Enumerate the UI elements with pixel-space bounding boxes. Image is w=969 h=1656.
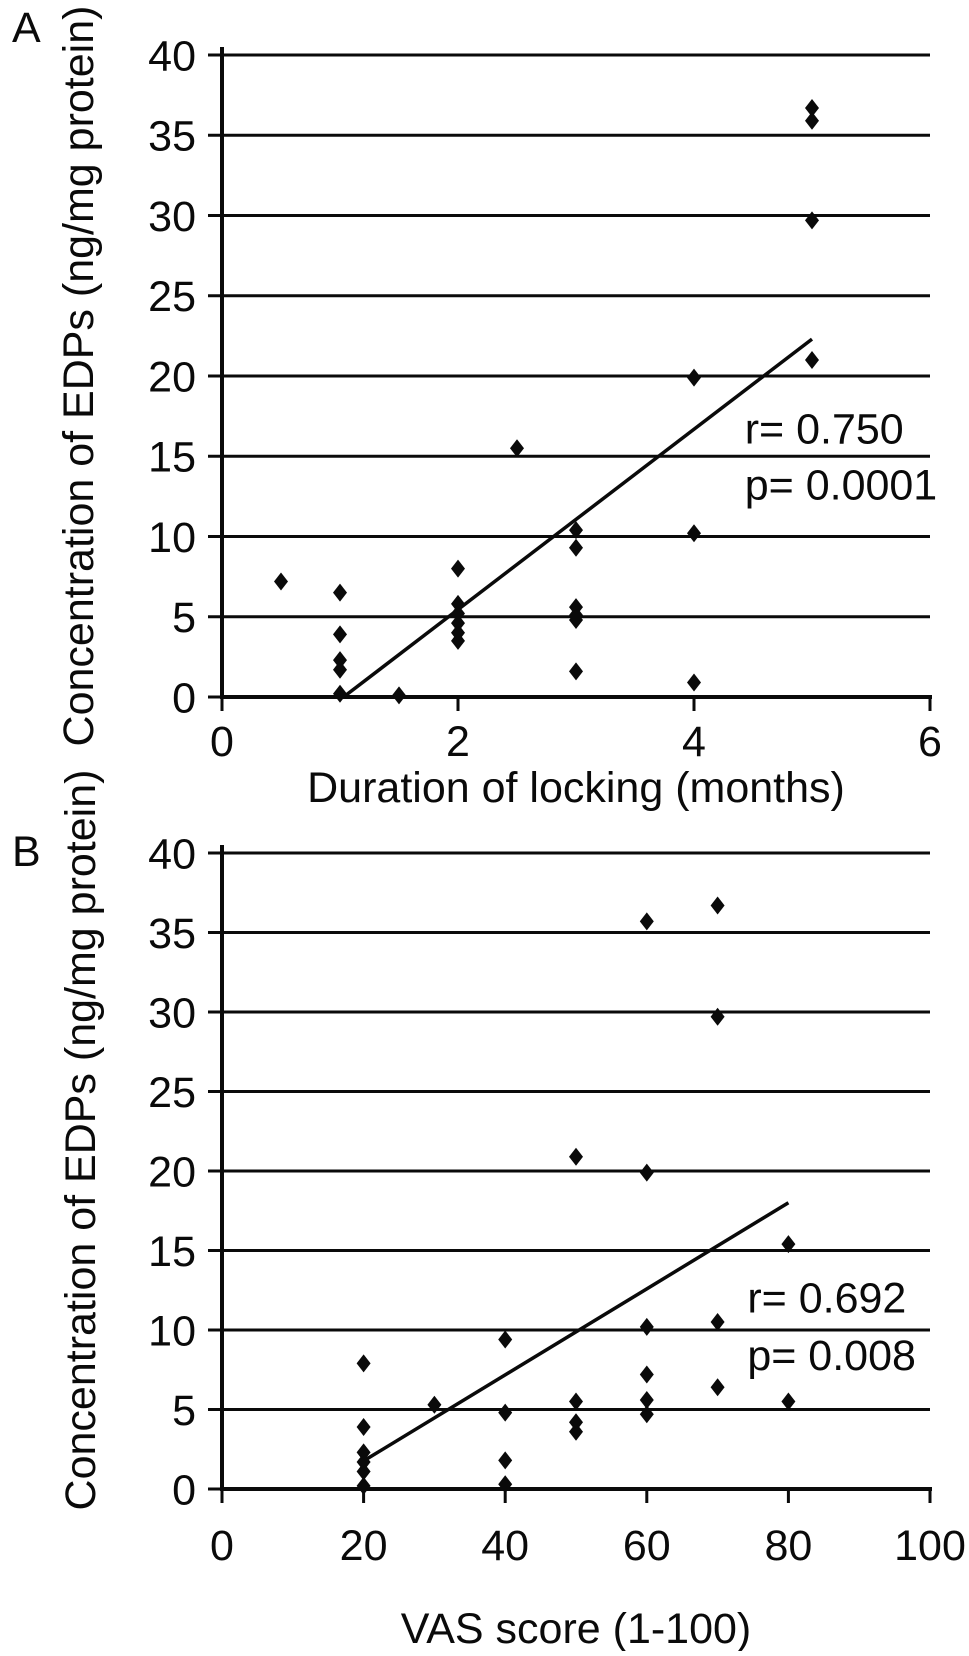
y-tick-label: 20 — [148, 353, 196, 401]
y-tick-label: 35 — [148, 113, 196, 161]
x-tick-label: 60 — [623, 1522, 671, 1570]
x-tick-label: 80 — [764, 1522, 812, 1570]
data-point-diamond — [274, 572, 288, 591]
p-value-annotation: p= 0.0001 — [745, 462, 938, 510]
y-tick-label: 5 — [172, 1387, 196, 1435]
data-point-diamond — [356, 1417, 371, 1436]
data-point-diamond — [805, 211, 819, 230]
x-tick-label: 0 — [210, 1522, 234, 1570]
data-point-diamond — [569, 610, 583, 629]
data-point-diamond — [805, 98, 819, 117]
data-point-diamond — [710, 1378, 725, 1397]
data-point-diamond — [569, 1422, 583, 1441]
data-point-diamond — [451, 604, 465, 623]
data-point-diamond — [639, 1317, 654, 1336]
data-point-diamond — [498, 1451, 513, 1470]
y-tick-label: 15 — [148, 434, 196, 482]
data-point-diamond — [356, 1476, 371, 1495]
data-point-diamond — [781, 1392, 796, 1411]
x-tick-label: 0 — [210, 718, 234, 766]
data-point-diamond — [639, 912, 654, 931]
y-axis-title: Concentration of EDPs (ng/mg protein) — [55, 6, 103, 747]
data-point-diamond — [333, 651, 347, 670]
x-tick-label: 100 — [894, 1522, 966, 1570]
panel-a: 0 5 10 15 20 25 30 35 40 0 2 4 6 r= 0.750 p= 0.0001 Dur… — [12, 4, 942, 812]
y-tick-label: 20 — [148, 1148, 196, 1196]
x-tick-label: 6 — [918, 718, 942, 766]
data-point-diamond — [687, 524, 701, 543]
data-point-diamond — [451, 614, 465, 633]
p-value-annotation: p= 0.008 — [747, 1332, 916, 1380]
y-tick-label: 25 — [148, 273, 196, 321]
panel-letter-b: B — [12, 828, 41, 876]
data-point-diamond — [710, 1007, 725, 1026]
data-point-diamond — [427, 1395, 442, 1414]
data-point-diamond — [569, 521, 583, 540]
data-point-diamond — [333, 583, 347, 602]
y-tick-label: 10 — [148, 514, 196, 562]
y-tick-label: 30 — [148, 989, 196, 1037]
y-tick-label: 35 — [148, 910, 196, 958]
data-point-diamond — [356, 1354, 371, 1373]
data-point-diamond — [451, 631, 465, 650]
x-tick-label: 4 — [682, 718, 706, 766]
data-point-diamond — [569, 1147, 583, 1166]
data-point-diamond — [333, 625, 347, 644]
y-tick-label: 40 — [148, 32, 196, 80]
data-point-diamond — [639, 1405, 654, 1424]
x-tick-label: 20 — [340, 1522, 388, 1570]
y-tick-label: 30 — [148, 193, 196, 241]
data-point-diamond — [333, 684, 347, 703]
data-point-diamond — [569, 662, 583, 681]
data-point-diamond — [510, 439, 524, 458]
regression-trendline — [342, 337, 814, 699]
data-point-diamond — [569, 1413, 583, 1432]
y-axis-title: Concentration of EDPs (ng/mg protein) — [57, 770, 105, 1511]
data-point-diamond — [710, 896, 725, 915]
x-tick-label: 40 — [481, 1522, 529, 1570]
x-axis-title: Duration of locking (months) — [307, 764, 845, 812]
panel-letter-a: A — [12, 4, 41, 52]
data-point-diamond — [356, 1443, 371, 1462]
y-tick-label: 15 — [148, 1228, 196, 1276]
x-axis-title: VAS score (1-100) — [401, 1605, 752, 1651]
data-point-diamond — [333, 660, 347, 679]
data-point-diamond — [710, 1313, 725, 1332]
x-tick-label: 2 — [446, 718, 470, 766]
data-point-diamond — [451, 559, 465, 578]
y-tick-label: 0 — [172, 674, 196, 722]
data-point-diamond — [356, 1462, 371, 1481]
data-point-diamond — [687, 673, 701, 692]
data-point-diamond — [498, 1475, 513, 1494]
data-point-diamond — [451, 594, 465, 613]
data-point-diamond — [356, 1452, 371, 1471]
regression-trendline — [366, 1201, 790, 1461]
y-tick-label: 25 — [148, 1069, 196, 1117]
data-point-diamond — [639, 1163, 654, 1182]
data-point-diamond — [805, 111, 819, 130]
y-tick-label: 40 — [148, 830, 196, 878]
y-tick-label: 5 — [172, 594, 196, 642]
data-point-diamond — [805, 350, 819, 369]
y-tick-label: 0 — [172, 1466, 196, 1514]
data-point-diamond — [498, 1403, 513, 1422]
data-point-diamond — [498, 1330, 513, 1349]
data-point-diamond — [569, 538, 583, 557]
data-point-diamond — [687, 368, 701, 387]
y-tick-label: 10 — [148, 1307, 196, 1355]
data-point-diamond — [392, 686, 406, 705]
data-point-diamond — [781, 1235, 796, 1254]
data-point-diamond — [639, 1365, 654, 1384]
data-point-diamond — [639, 1390, 654, 1409]
data-point-diamond — [569, 1392, 583, 1411]
r-value-annotation: r= 0.750 — [745, 405, 904, 453]
r-value-annotation: r= 0.692 — [747, 1275, 906, 1323]
panel-b: 0 5 10 15 20 25 30 35 40 0 20 40 60 80 100 r= 0.692 p= 0… — [12, 770, 966, 1653]
